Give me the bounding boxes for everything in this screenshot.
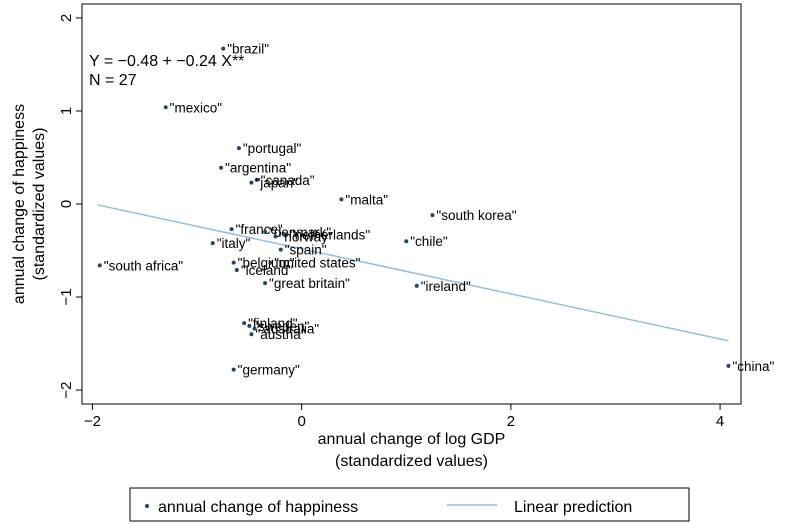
data-point [404,239,409,244]
y-tick-label: −2 [58,381,75,398]
fit-layer [97,204,729,342]
point-label: "south korea" [436,208,516,223]
legend-label-scatter: annual change of happiness [158,499,358,516]
point-label: "finland" [248,316,298,331]
x-tick-label: −2 [84,413,101,430]
data-point [163,105,168,110]
data-point [263,281,268,286]
data-point [278,247,283,252]
data-point [242,321,247,326]
point-label: "mexico" [170,100,223,115]
data-point [414,283,419,288]
x-tick-label: 2 [507,413,515,430]
data-point [252,326,257,331]
data-point [263,229,268,234]
point-label: "united states" [274,256,360,271]
point-label: "south africa" [104,258,184,273]
point-label: "australia" [259,322,320,337]
y-axis: −2 −1 0 1 2 [58,14,82,399]
plot-frame [81,3,742,405]
point-label: "sweden" [253,319,309,334]
point-label: "argentina" [225,161,291,176]
point-label: "great britain" [269,276,350,291]
point-label: "norway" [280,230,333,245]
data-point [283,232,288,237]
data-point [249,180,254,185]
data-point [219,165,224,170]
y-tick-label: −1 [58,288,75,305]
legend-marker-scatter [145,504,149,508]
point-label: "netherlands" [290,228,370,243]
point-label: "canada" [261,173,315,188]
x-axis-title-line2: (standardized values) [335,453,488,470]
data-point [339,197,344,202]
data-point [236,146,241,151]
point-label: "malta" [345,192,388,207]
data-point [268,260,273,265]
point-label: "italy" [217,236,251,251]
data-point [430,213,435,218]
y-tick-label: 2 [58,14,75,22]
sample-size: N = 27 [89,72,137,89]
y-axis-title-line1: annual change of happiness [11,104,28,304]
data-point [273,234,278,239]
point-label: "spain" [285,243,327,258]
data-point [231,367,236,372]
legend-box [129,487,690,522]
point-label: "germany" [238,363,300,378]
linear-prediction-line [97,204,729,342]
data-point [210,241,215,246]
point-label: "belgium" [238,256,295,271]
point-label: "portugal" [243,141,302,156]
data-point [97,263,102,268]
y-tick-label: 1 [58,107,75,115]
x-tick-label: 4 [716,413,724,430]
data-point [249,332,254,337]
point-label: "iceland" [241,263,294,278]
data-point [254,177,259,182]
point-label: "austria" [255,327,305,342]
regression-equation: Y = −0.48 + −0.24 X** [89,53,244,70]
point-label: "ireland" [421,279,471,294]
annotation-block: Y = −0.48 + −0.24 X** N = 27 [89,53,244,89]
point-label: "china" [732,359,774,374]
point-label: "brazil" [227,42,269,57]
x-axis: −2 0 2 4 [84,404,724,430]
point-label: "france" [236,222,283,237]
y-tick-label: 0 [58,200,75,208]
data-point [726,363,731,368]
legend: annual change of happiness Linear predic… [129,487,690,522]
data-point [247,323,252,328]
legend-label-line: Linear prediction [514,499,632,516]
data-point [234,268,239,273]
point-label: "chile" [410,234,448,249]
data-point [221,46,226,51]
x-tick-label: 0 [297,413,305,430]
x-axis-title-line1: annual change of log GDP [318,431,506,448]
data-point [229,227,234,232]
y-axis-title-line2: (standardized values) [31,128,48,281]
data-point [231,260,236,265]
points-layer: "brazil" "mexico" "portugal" "argentina""ca… [97,42,775,378]
point-label: "japan" [255,176,298,191]
